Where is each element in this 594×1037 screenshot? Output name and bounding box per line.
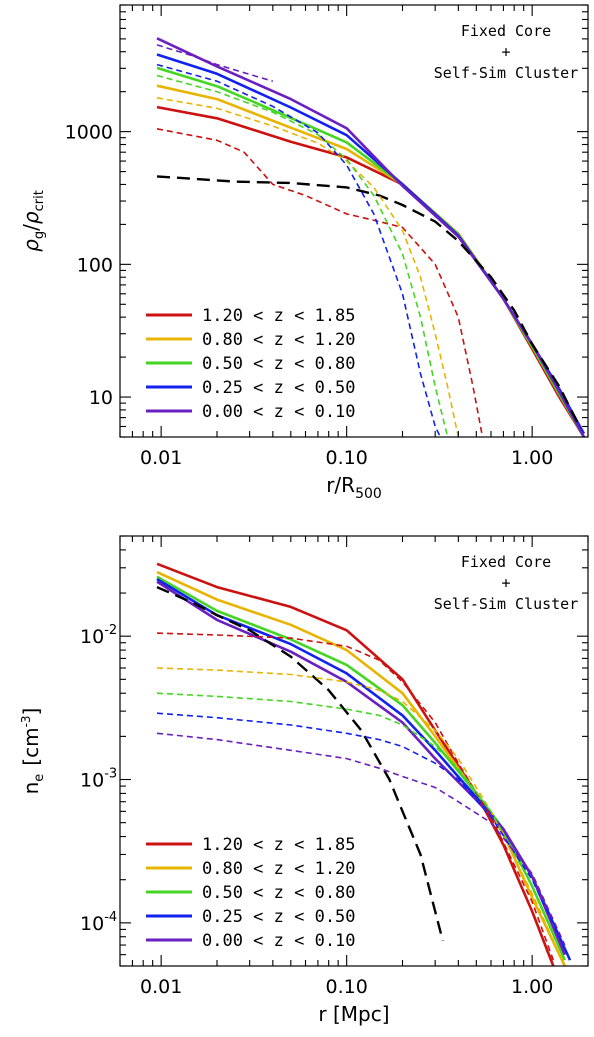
y-label-unit-close: ] [19, 708, 43, 716]
curve-dashed-10 [156, 732, 566, 946]
axis-ticks [119, 535, 589, 967]
y-label-rho-g: ρ [19, 239, 43, 252]
legend: 1.20 < z < 1.85 0.80 < z < 1.20 0.50 < z… [146, 306, 356, 422]
y-axis-label: ρg/ρcrit [19, 190, 47, 252]
annotation-line-3: Self-Sim Cluster [434, 595, 579, 613]
y-tick-label: 10-2 [80, 623, 117, 648]
electron-density-panel: 0.01 0.10 1.00 10-4 10-3 10-2 Fixed Core + Se… [19, 535, 589, 1026]
legend-label: 0.80 < z < 1.20 [202, 859, 356, 879]
annotation-line-1: Fixed Core [461, 553, 551, 571]
curve-solid-3 [156, 53, 586, 435]
legend-label: 0.50 < z < 0.80 [202, 883, 356, 903]
legend: 1.20 < z < 1.85 0.80 < z < 1.20 0.50 < z… [146, 835, 356, 951]
x-axis-label-sub: 500 [355, 486, 382, 502]
x-tick-label: 1.00 [511, 447, 553, 469]
x-axis-label-main: r/R [326, 473, 355, 497]
y-label-rho-crit: ρ [19, 211, 43, 224]
x-axis-label: r/R500 [326, 473, 382, 502]
y-tick-label: 10 [89, 387, 113, 409]
x-tick-label: 0.01 [140, 447, 182, 469]
curve-reference-5 [156, 586, 444, 942]
curve-dashed-10 [156, 44, 274, 82]
x-tick-label: 1.00 [511, 976, 553, 998]
curve-dashed-8 [156, 692, 566, 961]
curve-solid-4 [156, 37, 586, 437]
axis-ticks [119, 4, 589, 438]
legend-label: 1.20 < z < 1.85 [202, 835, 356, 855]
plot-frame [119, 4, 589, 438]
x-tick-label: 0.10 [325, 976, 367, 998]
legend-label: 0.25 < z < 0.50 [202, 907, 356, 927]
x-axis-label: r [Mpc] [318, 1002, 389, 1026]
y-tick-label: 10-4 [80, 910, 117, 935]
y-label-sub-crit: crit [32, 190, 47, 211]
y-label-unit-exp: -3 [19, 715, 33, 727]
curve-dashed-8 [156, 74, 449, 437]
density-panel: 0.01 0.10 1.00 10 100 1000 Fixed Core + Self-… [19, 4, 589, 502]
y-label-unit-open: [cm [19, 727, 43, 765]
annotation-line-2: + [501, 574, 510, 592]
curve-dashed-9 [156, 63, 442, 437]
legend-label: 0.00 < z < 0.10 [202, 931, 356, 951]
y-tick-label: 1000 [65, 122, 113, 144]
x-tick-label: 0.01 [140, 976, 182, 998]
y-tick-label: 10-3 [80, 767, 117, 792]
y-label-n: n [19, 782, 43, 795]
curve-dashed-6 [156, 632, 555, 961]
y-label-sub-g: g [32, 231, 47, 239]
curve-solid-0 [156, 562, 555, 966]
curve-dashed-6 [156, 128, 484, 437]
legend-label: 0.00 < z < 0.10 [202, 402, 356, 422]
y-axis-label: ne [cm-3] [19, 708, 47, 795]
electron-density-curves [156, 562, 572, 966]
legend-label: 1.20 < z < 1.85 [202, 306, 356, 326]
tick-labels: 0.01 0.10 1.00 10-4 10-3 10-2 [80, 623, 553, 998]
curve-solid-4 [156, 580, 566, 956]
annotation-line-1: Fixed Core [461, 22, 551, 40]
annotation-line-3: Self-Sim Cluster [434, 64, 579, 82]
tick-labels: 0.01 0.10 1.00 10 100 1000 [65, 122, 554, 469]
legend-label: 0.50 < z < 0.80 [202, 354, 356, 374]
y-tick-label: 100 [77, 254, 113, 276]
curve-reference-5 [156, 175, 581, 428]
legend-label: 0.25 < z < 0.50 [202, 378, 356, 398]
y-label-slash: / [19, 224, 43, 231]
plot-frame [119, 535, 589, 967]
y-label-sub-e: e [32, 774, 47, 782]
legend-label: 0.80 < z < 1.20 [202, 330, 356, 350]
x-tick-label: 0.10 [325, 447, 367, 469]
annotation-line-2: + [501, 43, 510, 61]
density-curves [156, 37, 586, 437]
